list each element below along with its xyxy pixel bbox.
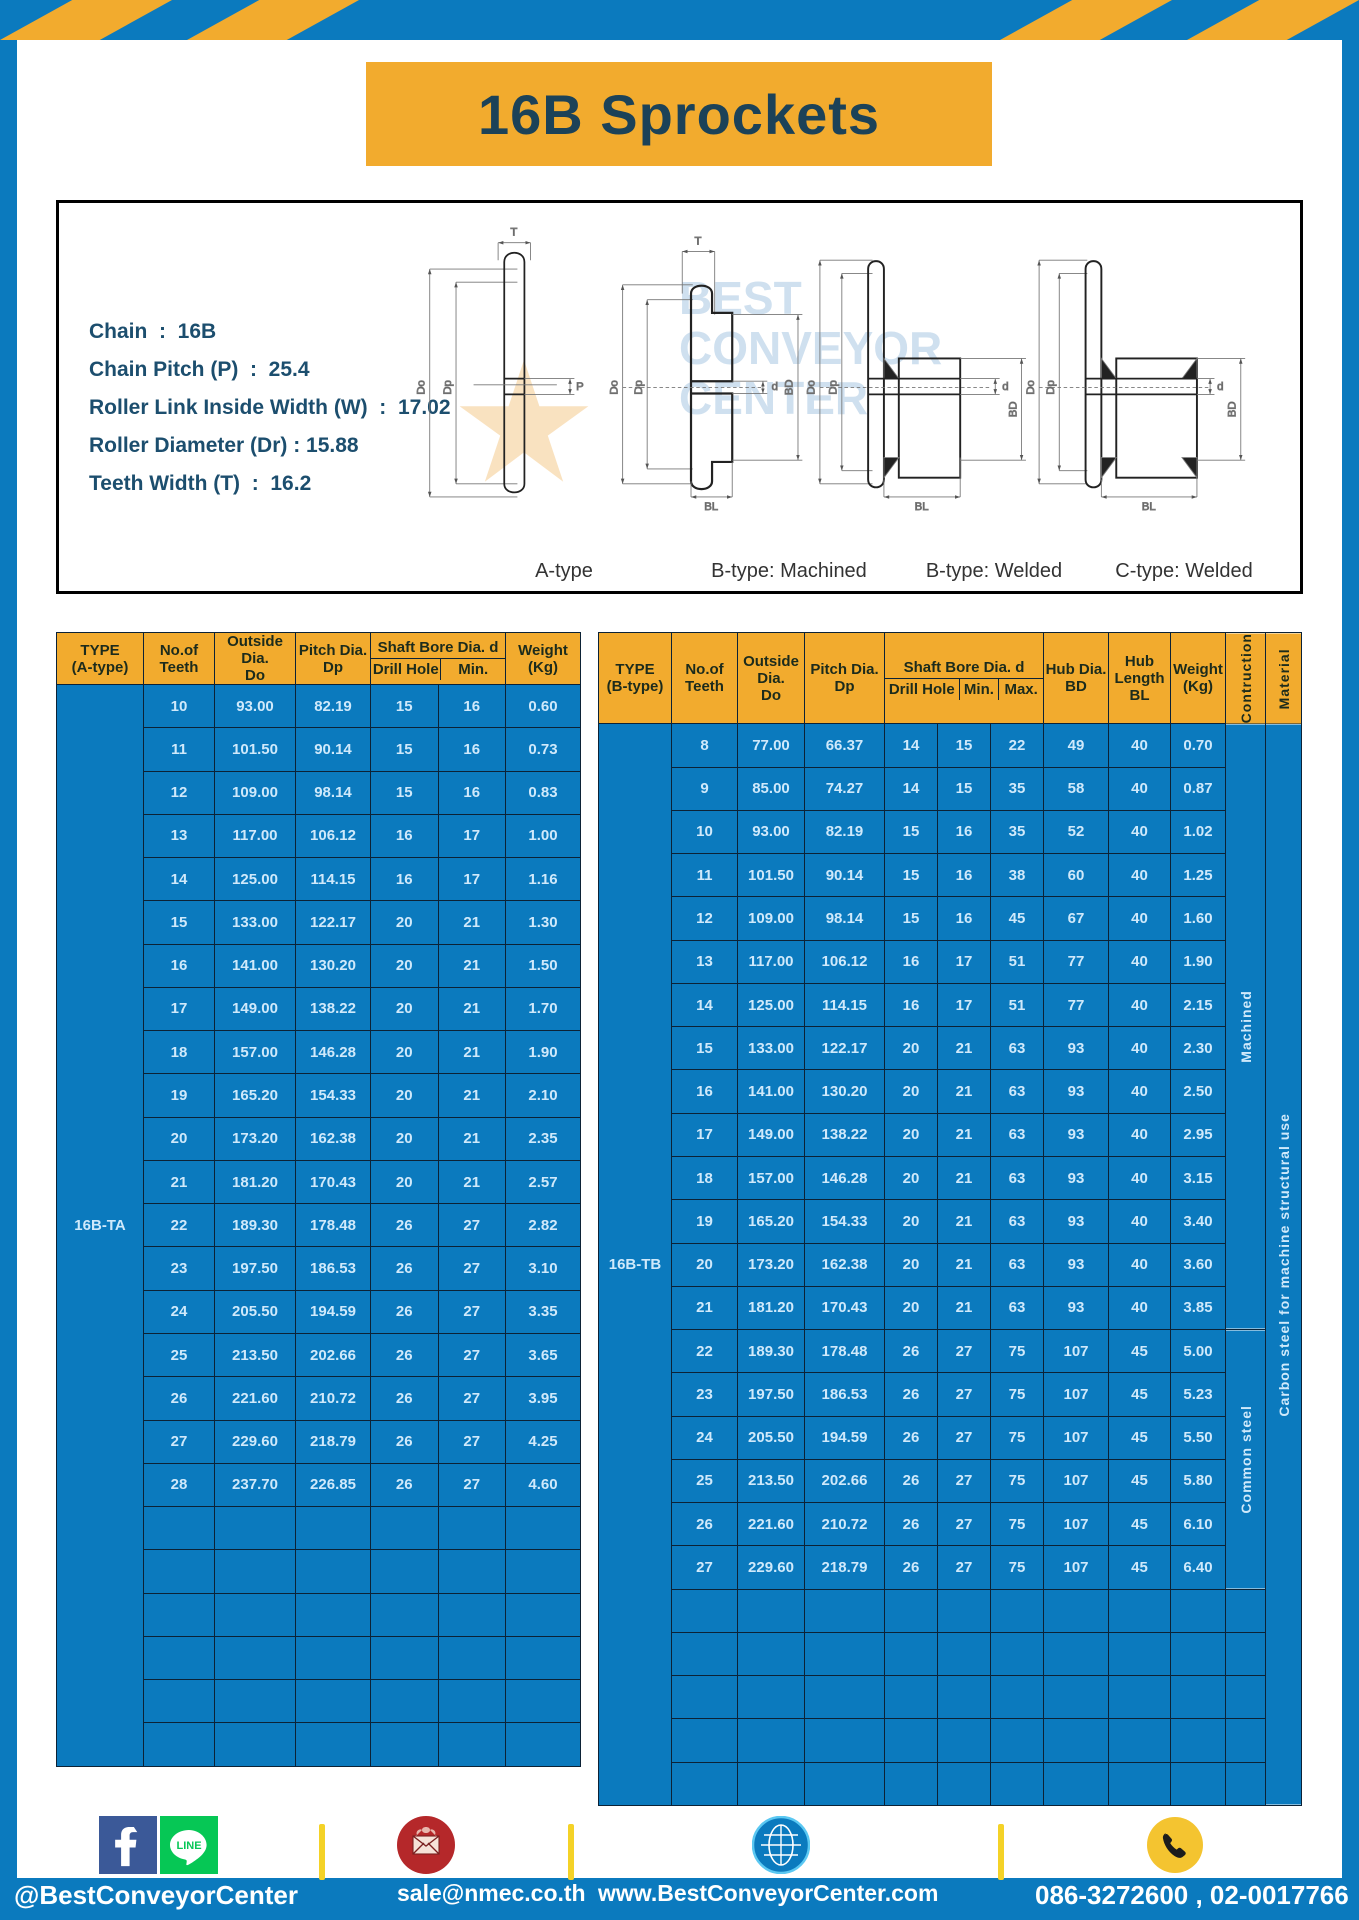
svg-text:BL: BL bbox=[1142, 501, 1156, 513]
svg-text:T: T bbox=[510, 227, 517, 239]
svg-text:d: d bbox=[1217, 381, 1223, 393]
svg-text:BL: BL bbox=[915, 501, 929, 513]
svg-text:T: T bbox=[695, 235, 702, 247]
svg-text:Do: Do bbox=[415, 380, 427, 395]
svg-text:BL: BL bbox=[704, 501, 718, 513]
svg-text:BD: BD bbox=[1227, 401, 1239, 417]
svg-text:LINE: LINE bbox=[176, 1840, 201, 1852]
svg-text:Do: Do bbox=[806, 380, 818, 395]
svg-text:P: P bbox=[576, 381, 584, 393]
svg-text:BD: BD bbox=[784, 379, 796, 395]
svg-text:d: d bbox=[772, 381, 778, 393]
svg-text:Dp: Dp bbox=[442, 380, 454, 395]
svg-text:Do: Do bbox=[608, 380, 620, 395]
svg-text:BD: BD bbox=[1007, 401, 1019, 417]
svg-text:d: d bbox=[1002, 381, 1008, 393]
svg-text:Do: Do bbox=[1025, 380, 1037, 395]
